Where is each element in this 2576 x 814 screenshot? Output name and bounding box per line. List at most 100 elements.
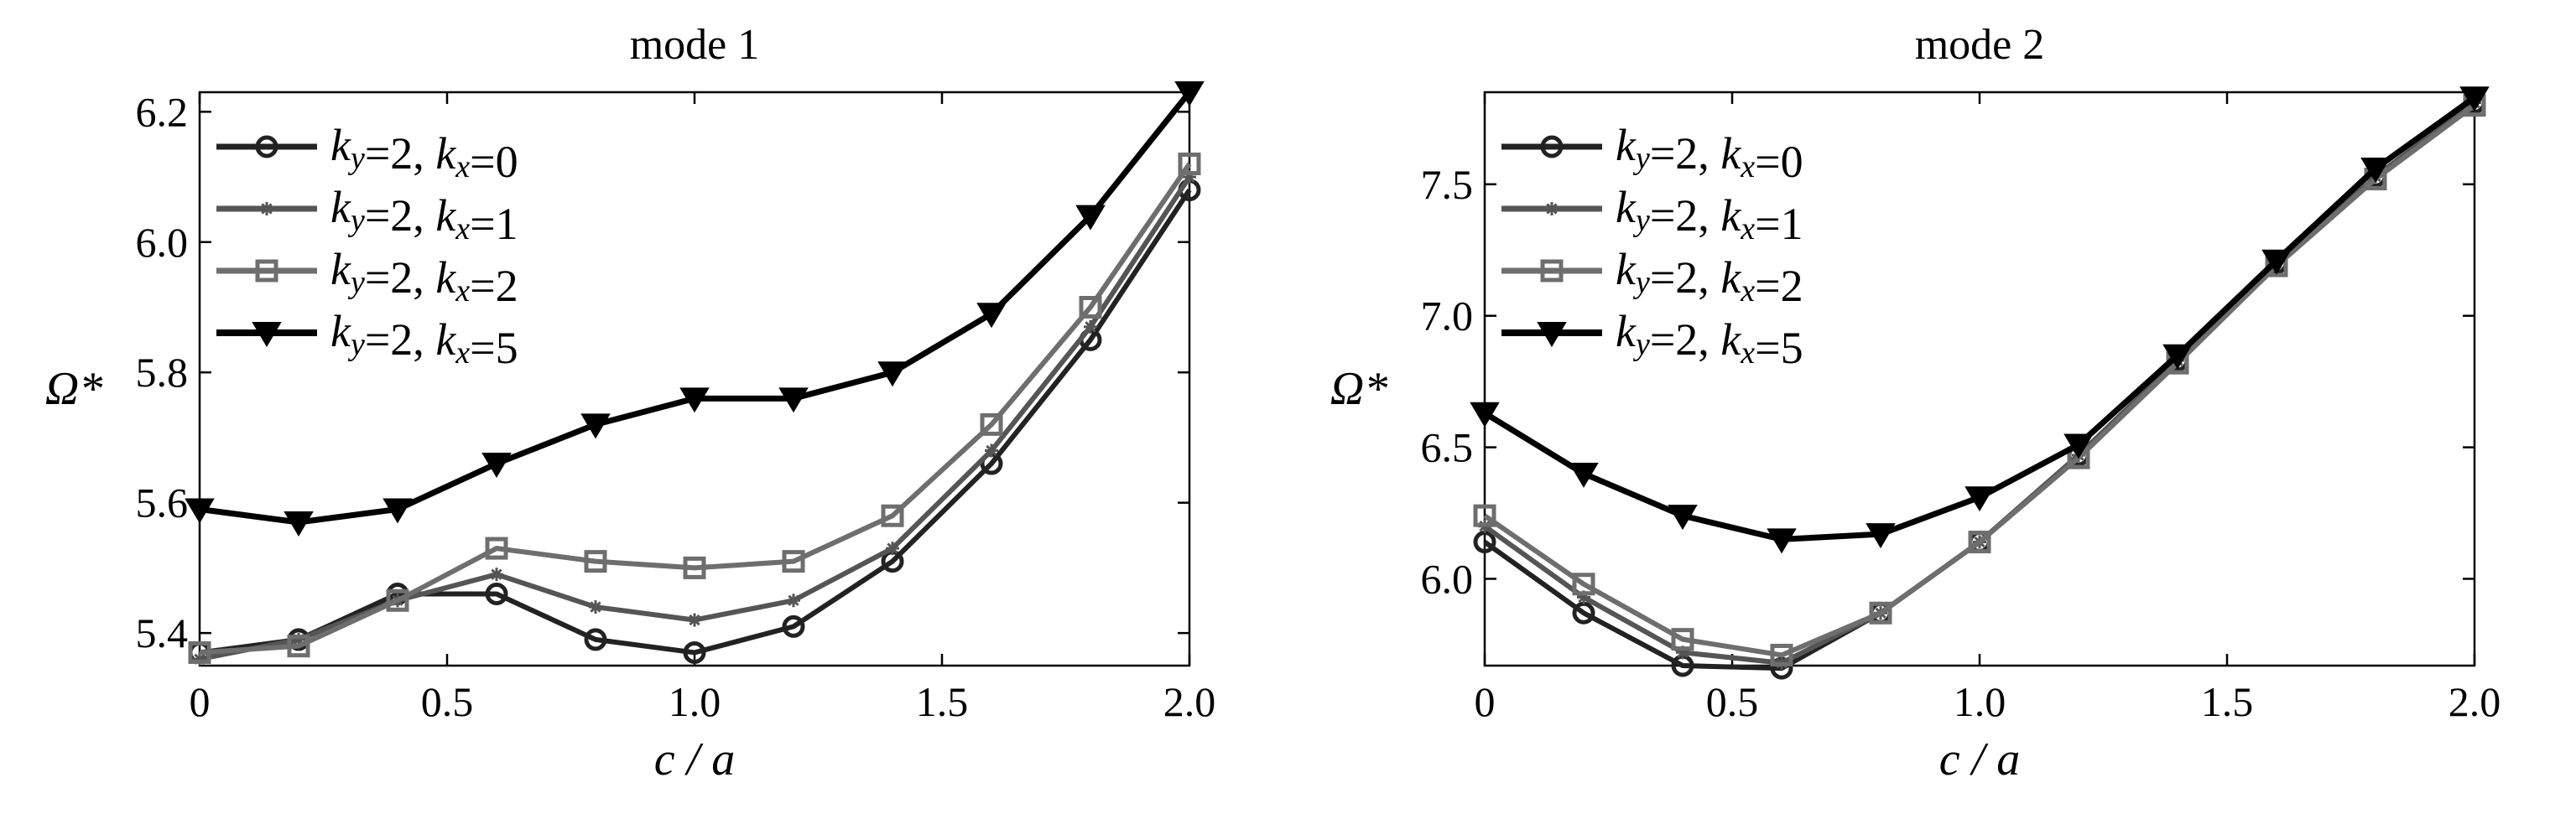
- data-point: [1770, 643, 1793, 666]
- data-point: [1473, 504, 1496, 527]
- data-point: [2162, 344, 2193, 370]
- x-tick-label: 0.5: [421, 678, 474, 725]
- data-point: [1965, 486, 1995, 512]
- data-point: [782, 550, 805, 573]
- data-point: [1572, 573, 1595, 596]
- data-point: [683, 640, 706, 664]
- chart-title: mode 2: [1915, 21, 2045, 69]
- data-point: [584, 628, 607, 651]
- data-point: [782, 614, 805, 638]
- data-point: [1075, 205, 1106, 231]
- legend-marker: [252, 322, 282, 347]
- x-tick-label: 0.5: [1706, 678, 1759, 725]
- x-tick-label: 1.5: [2201, 678, 2254, 725]
- y-tick-label: 5.4: [136, 609, 189, 656]
- data-point: [1866, 523, 1896, 549]
- x-axis-label: c / a: [1939, 734, 2020, 785]
- data-point: [787, 594, 800, 608]
- series-line: [199, 162, 1192, 656]
- legend-marker: [1545, 202, 1559, 215]
- data-point: [485, 537, 508, 560]
- legend-label: ky=2, kx=2: [1616, 244, 1803, 311]
- data-point: [481, 453, 512, 479]
- data-point: [985, 443, 998, 458]
- legend-marker: [255, 135, 278, 158]
- x-tick-label: 0: [190, 678, 211, 725]
- y-tick-label: 7.5: [1421, 161, 1474, 208]
- data-point: [2261, 249, 2292, 275]
- x-tick-label: 1.0: [1954, 678, 2006, 725]
- data-point: [1668, 505, 1698, 531]
- data-point: [2459, 86, 2490, 112]
- legend-label: ky=2, kx=0: [330, 120, 518, 187]
- series-4: [185, 81, 1205, 537]
- legend-label: ky=2, kx=1: [330, 182, 518, 249]
- series-4: [1470, 86, 2490, 554]
- data-point: [778, 387, 809, 413]
- x-tick-label: 1.5: [916, 678, 969, 725]
- legend-marker: [1540, 259, 1564, 283]
- data-point: [1671, 628, 1694, 651]
- y-tick-label: 6.5: [1421, 424, 1474, 471]
- data-point: [683, 556, 706, 579]
- legend-marker: [260, 202, 273, 215]
- data-point: [976, 303, 1007, 329]
- x-tick-label: 1.0: [669, 678, 721, 725]
- data-point: [284, 511, 314, 537]
- y-axis-label: Ω*: [45, 363, 103, 415]
- x-tick-label: 2.0: [1163, 678, 1216, 725]
- y-tick-label: 6.0: [1421, 555, 1474, 602]
- data-point: [1470, 402, 1500, 428]
- data-point: [877, 361, 908, 387]
- x-axis-label: c / a: [654, 734, 735, 785]
- y-tick-label: 5.8: [136, 349, 189, 396]
- series-3: [188, 153, 1201, 664]
- y-tick-label: 5.6: [136, 480, 189, 526]
- data-point: [1174, 81, 1205, 106]
- y-tick-label: 7.0: [1421, 293, 1474, 340]
- y-tick-label: 6.2: [136, 88, 189, 135]
- data-point: [580, 413, 611, 439]
- data-point: [287, 635, 310, 658]
- data-point: [688, 613, 701, 627]
- legend: ky=2, kx=0ky=2, kx=1ky=2, kx=2ky=2, kx=5: [1501, 120, 1803, 373]
- data-point: [980, 412, 1003, 436]
- data-point: [584, 550, 607, 573]
- x-tick-label: 2.0: [2449, 678, 2501, 725]
- legend-label: ky=2, kx=2: [330, 244, 518, 311]
- data-point: [1178, 153, 1201, 175]
- chart-title: mode 1: [630, 21, 760, 69]
- data-point: [1968, 531, 1991, 554]
- data-point: [1869, 601, 1892, 625]
- legend-marker: [1537, 322, 1567, 347]
- data-point: [679, 387, 710, 413]
- x-tick-label: 0: [1475, 678, 1496, 725]
- legend-marker: [1540, 135, 1564, 158]
- series-line: [1483, 103, 2476, 658]
- data-point: [1084, 319, 1097, 334]
- legend-marker: [255, 259, 278, 283]
- legend-label: ky=2, kx=5: [1616, 306, 1803, 373]
- data-point: [188, 640, 211, 664]
- legend-label: ky=2, kx=5: [330, 306, 518, 373]
- legend-label: ky=2, kx=1: [1616, 182, 1803, 249]
- data-point: [185, 498, 215, 524]
- chart-panel-1: mode 1 0 0.5 1.0 1.5 2.0 5.4 5.6 5.8 6.0 6.2 c / a Ω…: [45, 21, 1216, 785]
- legend-label: ky=2, kx=0: [1616, 120, 1803, 187]
- chart-panel-2: mode 2 0 0.5 1.0 1.5 2.0 6.0 6.5 7.0 7.5 c / a Ω* ky…: [1330, 21, 2501, 785]
- data-point: [589, 600, 602, 614]
- data-point: [490, 568, 503, 582]
- y-tick-label: 6.0: [136, 219, 189, 266]
- data-point: [2063, 433, 2094, 459]
- data-point: [1767, 528, 1797, 554]
- data-point: [2360, 157, 2391, 183]
- data-point: [1079, 296, 1102, 319]
- data-point: [386, 588, 409, 612]
- data-point: [485, 583, 508, 605]
- plot-area: [198, 91, 1191, 667]
- data-point: [881, 504, 904, 527]
- data-point: [1569, 462, 1599, 488]
- data-point: [382, 498, 413, 524]
- series-line: [199, 188, 1192, 656]
